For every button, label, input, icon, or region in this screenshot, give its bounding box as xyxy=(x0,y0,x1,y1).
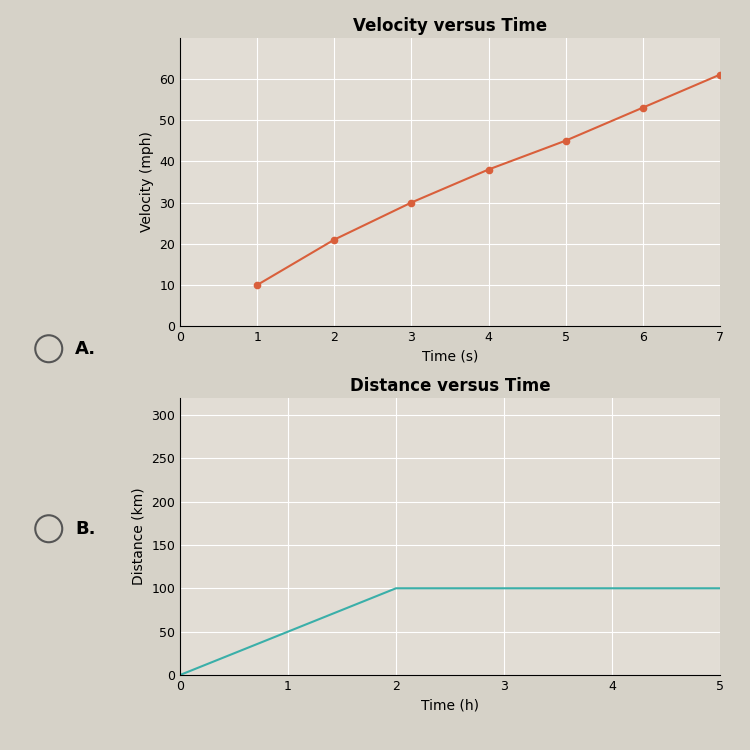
X-axis label: Time (h): Time (h) xyxy=(421,698,479,712)
Y-axis label: Distance (km): Distance (km) xyxy=(132,488,146,585)
Text: B.: B. xyxy=(75,520,95,538)
Y-axis label: Velocity (mph): Velocity (mph) xyxy=(140,131,154,232)
X-axis label: Time (s): Time (s) xyxy=(422,350,478,364)
Title: Distance versus Time: Distance versus Time xyxy=(350,376,550,394)
Text: A.: A. xyxy=(75,340,96,358)
Title: Velocity versus Time: Velocity versus Time xyxy=(353,16,547,34)
